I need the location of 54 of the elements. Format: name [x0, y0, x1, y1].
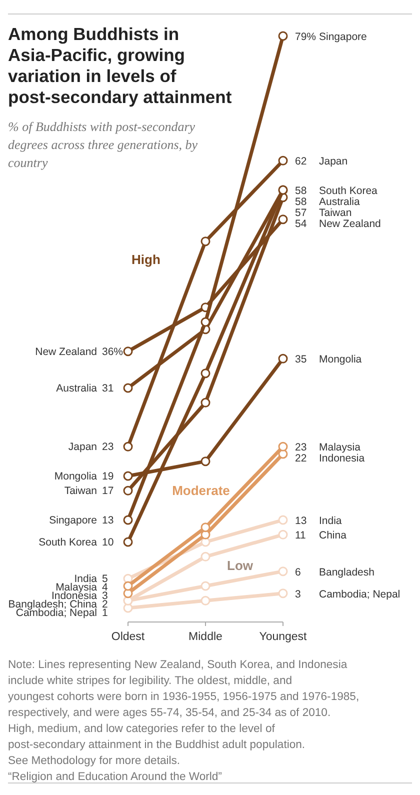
data-label: 13 [102, 514, 114, 526]
text: South Korea [38, 536, 98, 548]
text: Note: Lines representing New Zealand, South Korea, and Indonesia include white stripes for legibility. The oldest, middle, and youngest cohorts were born in 1936-1955, 1956-1975 and 1976-1985, respectively, and were ages 55-74, 35-54, and 25-34 as of 2010. High, medium, and low categories refer to the level of post-secondary attainment in the Buddhist adult population. [8, 659, 360, 751]
data-label: 57 [295, 207, 307, 219]
data-label: 36% [102, 346, 124, 358]
data-label: 35 [295, 354, 307, 366]
data-label: 22 [295, 452, 307, 465]
text: Taiwan [64, 485, 98, 498]
data-label: 58 [295, 185, 307, 197]
text: Bangladesh [319, 566, 375, 578]
x-tick-label: Oldest [111, 631, 146, 643]
text: Mongolia [54, 470, 98, 482]
text: Cambodia; Nepal [319, 588, 400, 600]
text: Singapore [49, 514, 98, 526]
data-label: 13 [295, 515, 307, 527]
data-label: 23 [295, 442, 307, 454]
text: “Religion and Education Around the World” [8, 771, 222, 783]
annotation: High [132, 252, 160, 267]
data-label: 1 [102, 607, 108, 620]
data-label: 3 [295, 588, 301, 600]
text: Malaysia [319, 442, 360, 454]
annotation: Low [227, 558, 254, 573]
annotation: Moderate [172, 483, 230, 498]
text: Cambodia; Nepal [16, 607, 97, 620]
text: Australia [319, 196, 360, 208]
data-label: 54 [295, 218, 307, 230]
data-label: 10 [102, 536, 114, 548]
text: Malaysia [56, 582, 98, 594]
text: Japan [319, 156, 348, 168]
text: Singapore [319, 31, 367, 43]
data-label: 19 [102, 470, 114, 482]
x-tick-label: Youngest [259, 631, 308, 643]
data-label: 11 [295, 530, 306, 542]
text: See Methodology for more details. [8, 755, 180, 767]
text: China [319, 530, 347, 542]
text: Australia [56, 382, 98, 394]
text: New Zealand [319, 218, 381, 230]
text: Taiwan [319, 207, 352, 219]
text: Indonesia [319, 452, 365, 465]
data-label: 23 [102, 441, 114, 454]
data-label: 31 [102, 382, 114, 394]
text: Japan [68, 441, 98, 454]
data-label: 17 [102, 485, 114, 498]
text: Mongolia [319, 354, 362, 366]
data-label: 62 [295, 156, 307, 168]
data-label: 6 [295, 566, 301, 578]
x-tick-label: Middle [188, 631, 222, 643]
data-label: 58 [295, 196, 307, 208]
text: New Zealand [35, 346, 98, 358]
text: Among Buddhists in Asia-Pacific, growing variation in levels of post-secondary attainment [8, 24, 232, 107]
data-label: 79% [295, 31, 316, 43]
text: India [319, 515, 342, 527]
text: South Korea [319, 185, 378, 197]
text: % of Buddhists with post-secondary degrees across three generations, by country [8, 118, 199, 172]
